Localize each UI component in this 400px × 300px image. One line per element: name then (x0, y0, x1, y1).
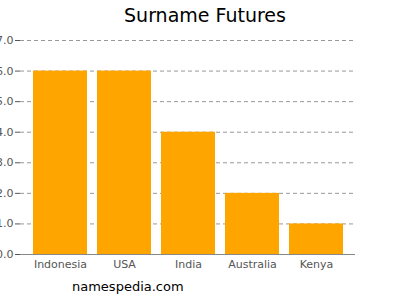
svg-text:7.0: 7.0 (0, 34, 14, 47)
svg-text:3.0: 3.0 (0, 156, 14, 169)
html-text:namespedia.com: namespedia.com (72, 279, 184, 294)
svg-text:Australia: Australia (228, 258, 277, 271)
svg-text:2.0: 2.0 (0, 187, 14, 200)
svg-text:5.0: 5.0 (0, 95, 14, 108)
svg-text:USA: USA (113, 258, 136, 271)
svg-text:Kenya: Kenya (300, 258, 334, 271)
svg-text:6.0: 6.0 (0, 65, 14, 78)
svg-text:Indonesia: Indonesia (34, 258, 87, 271)
html-text:Surname Futures: Surname Futures (124, 4, 286, 26)
svg-text:India: India (175, 258, 202, 271)
svg-text:4.0: 4.0 (0, 126, 14, 139)
svg-text:1.0: 1.0 (0, 217, 14, 230)
svg-text:0.0: 0.0 (0, 248, 14, 261)
